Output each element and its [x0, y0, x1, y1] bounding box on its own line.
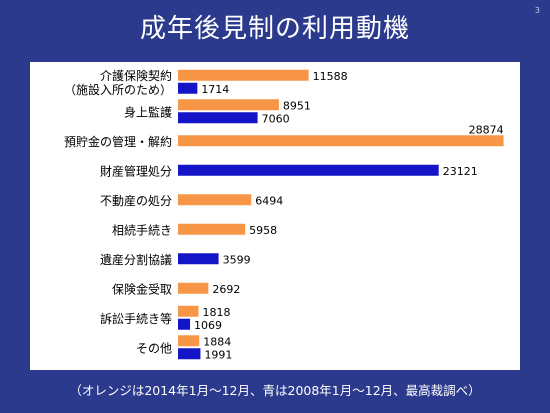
category-label: 財産管理処分 — [100, 163, 172, 178]
bar-orange — [178, 99, 279, 111]
data-label: 5958 — [249, 224, 277, 237]
data-label: 8951 — [283, 99, 311, 112]
bar-blue — [178, 318, 191, 330]
data-label: 1818 — [202, 306, 230, 319]
bar-blue — [178, 164, 439, 176]
page-number: 3 — [534, 6, 540, 15]
slide-title: 成年後見制の利用動機 — [139, 14, 410, 44]
bar-orange — [178, 223, 246, 235]
category-label: その他 — [136, 341, 172, 355]
footnote: （オレンジは2014年1月～12月、青は2008年1月～12月、最高裁調べ） — [69, 383, 481, 398]
bar-orange — [178, 69, 309, 81]
category-label: （施設入所のため） — [64, 82, 172, 97]
data-label: 6494 — [255, 194, 283, 207]
bar-orange — [178, 335, 200, 347]
category-label: 介護保険契約 — [100, 68, 172, 83]
data-label: 3599 — [223, 253, 251, 266]
chart-panel: 介護保険契約 （施設入所のため） 11588 1714 身上監護 8951 7060 預貯金の… — [30, 62, 520, 370]
bar-blue — [178, 112, 258, 124]
bar-orange — [178, 305, 199, 317]
data-label: 1069 — [194, 319, 222, 332]
data-label: 28874 — [469, 123, 504, 136]
data-label: 2692 — [212, 283, 240, 296]
data-label: 1884 — [203, 335, 231, 348]
data-label: 1714 — [201, 83, 229, 96]
category-label: 保険金受取 — [112, 281, 172, 296]
data-label: 23121 — [443, 165, 478, 178]
bar-orange — [178, 135, 504, 147]
category-label: 身上監護 — [124, 104, 172, 119]
bar-orange — [178, 194, 252, 206]
bar-orange — [178, 282, 209, 294]
bar-blue — [178, 348, 201, 360]
bar-blue — [178, 253, 219, 265]
bar-blue — [178, 82, 198, 94]
category-label: 相続手続き — [112, 223, 172, 237]
category-label: 不動産の処分 — [100, 193, 172, 208]
data-label: 1991 — [204, 348, 232, 361]
category-label: 訴訟手続き等 — [100, 311, 172, 326]
category-label: 預貯金の管理・解約 — [64, 134, 172, 149]
data-label: 11588 — [313, 70, 348, 83]
data-label: 7060 — [262, 112, 290, 125]
category-label: 遺産分割協議 — [100, 252, 172, 267]
